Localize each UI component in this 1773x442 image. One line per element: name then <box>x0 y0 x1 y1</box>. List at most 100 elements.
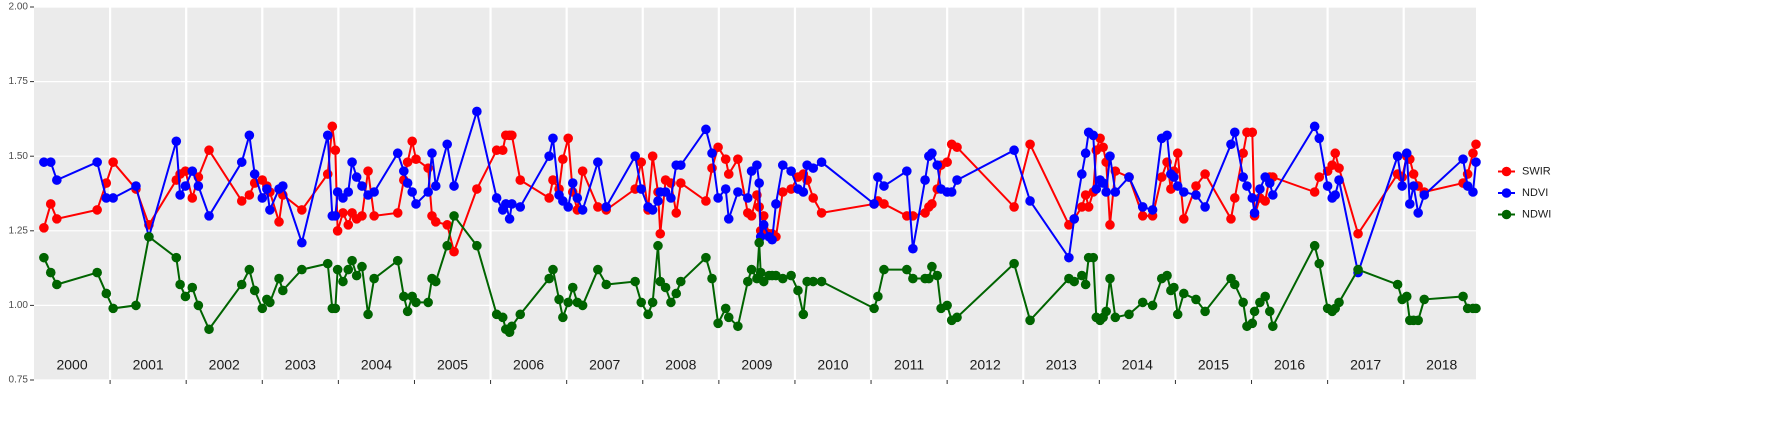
point <box>193 300 204 311</box>
point <box>767 234 777 245</box>
point <box>1229 279 1240 290</box>
point <box>946 187 957 197</box>
point <box>1334 297 1344 308</box>
point <box>701 124 711 135</box>
point <box>131 181 141 191</box>
point <box>873 172 883 182</box>
point <box>330 145 341 156</box>
point <box>1238 148 1248 159</box>
point <box>942 157 952 167</box>
year-label: 2016 <box>1274 357 1305 373</box>
point <box>1088 252 1099 263</box>
point <box>1397 181 1407 191</box>
point <box>327 121 338 132</box>
point <box>351 270 362 281</box>
point <box>257 303 268 314</box>
point <box>1458 291 1468 302</box>
point <box>1200 202 1210 212</box>
point <box>647 205 658 215</box>
point <box>236 196 247 206</box>
point <box>244 130 255 141</box>
point <box>1260 291 1271 302</box>
point <box>265 297 275 308</box>
point <box>1314 258 1325 269</box>
point <box>1147 205 1158 215</box>
point <box>244 190 255 200</box>
year-label: 2010 <box>817 357 848 373</box>
point <box>742 276 753 287</box>
point <box>1191 181 1201 191</box>
point <box>144 231 154 242</box>
point <box>1471 139 1481 150</box>
year-label: 2013 <box>1046 357 1077 373</box>
point <box>920 175 930 185</box>
point <box>1268 321 1278 332</box>
point <box>723 169 734 179</box>
point <box>593 264 603 275</box>
point <box>1137 202 1148 212</box>
point <box>1009 258 1019 269</box>
point <box>180 181 191 191</box>
point <box>1025 315 1035 326</box>
point <box>908 273 918 284</box>
point <box>873 291 883 302</box>
point <box>171 136 182 147</box>
point <box>1471 303 1481 314</box>
point <box>1238 172 1248 182</box>
point <box>175 190 185 200</box>
point <box>777 273 788 284</box>
point <box>548 133 558 144</box>
point <box>427 148 437 159</box>
point <box>593 202 603 212</box>
point <box>472 240 482 251</box>
point <box>1162 130 1172 141</box>
y-tick-label: 1.00 <box>9 300 29 311</box>
point <box>713 193 723 203</box>
point <box>1242 181 1252 191</box>
point <box>1309 187 1320 197</box>
point <box>249 285 260 296</box>
point <box>1353 264 1363 275</box>
point <box>108 193 118 203</box>
point <box>655 228 666 239</box>
point <box>1080 190 1091 200</box>
point <box>1178 288 1189 299</box>
point <box>1137 211 1148 221</box>
point <box>707 273 717 284</box>
point <box>1353 228 1363 239</box>
point <box>1249 208 1260 218</box>
point <box>1124 172 1134 182</box>
point <box>927 199 937 209</box>
point <box>1330 148 1341 159</box>
point <box>786 166 796 176</box>
point <box>777 187 788 197</box>
point <box>1098 178 1108 188</box>
point <box>1322 181 1333 191</box>
point <box>1025 139 1035 150</box>
year-label: 2006 <box>513 357 544 373</box>
point <box>647 297 658 308</box>
point <box>442 220 452 230</box>
point <box>1169 282 1179 293</box>
point <box>1401 148 1412 159</box>
year-label: 2005 <box>437 357 468 373</box>
point <box>723 214 734 224</box>
point <box>636 157 647 167</box>
point <box>1080 148 1091 159</box>
point <box>369 187 379 197</box>
point <box>392 148 403 159</box>
point <box>507 321 517 332</box>
point <box>653 196 663 206</box>
point <box>593 157 603 167</box>
point <box>430 217 441 227</box>
point <box>771 199 781 209</box>
point <box>1401 291 1412 302</box>
point <box>1080 279 1091 290</box>
point <box>720 154 731 164</box>
point <box>558 154 568 164</box>
point <box>343 264 354 275</box>
point <box>399 291 409 302</box>
point <box>278 181 288 191</box>
y-tick-label: 1.25 <box>9 225 29 236</box>
point <box>1178 214 1189 224</box>
